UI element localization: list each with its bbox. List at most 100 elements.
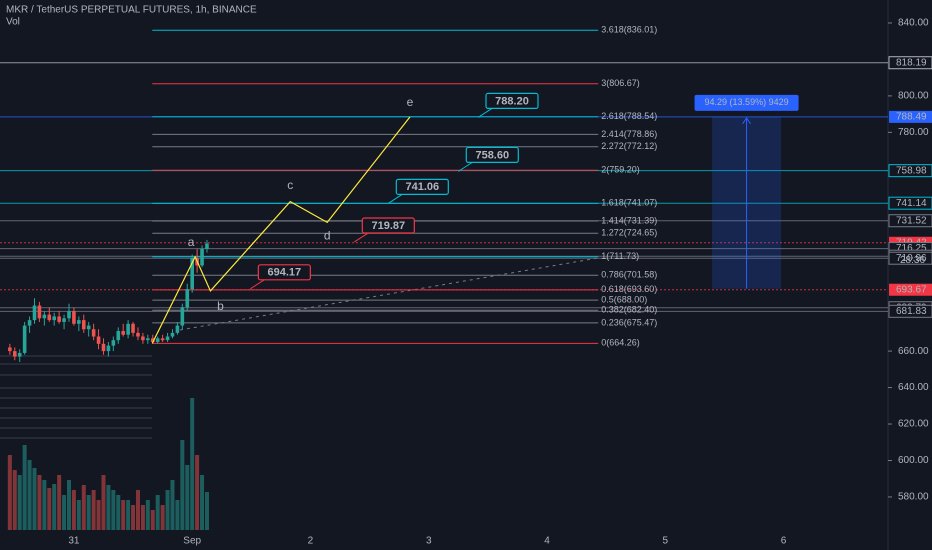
wave-label: d bbox=[324, 229, 331, 243]
y-tick-label: 660.00 bbox=[898, 346, 929, 357]
volume-bar bbox=[170, 480, 175, 530]
candle-body bbox=[47, 314, 52, 321]
chart-title: MKR / TetherUS PERPETUAL FUTURES, 1h, BI… bbox=[6, 5, 257, 16]
candle-body bbox=[106, 345, 111, 352]
candle-body bbox=[185, 289, 190, 308]
candle-body bbox=[42, 314, 47, 319]
x-tick-label: Sep bbox=[183, 536, 201, 547]
price-tag bbox=[889, 283, 932, 296]
x-tick-label: 4 bbox=[544, 536, 550, 547]
candle-body bbox=[81, 320, 86, 330]
candle-body bbox=[205, 243, 209, 250]
fib-label: 2.272(772.12) bbox=[601, 141, 657, 151]
y-tick-label: 780.00 bbox=[898, 127, 929, 138]
measure-label-box bbox=[694, 94, 799, 111]
candle-body bbox=[170, 332, 175, 337]
volume-bar bbox=[42, 480, 47, 530]
candle-body bbox=[101, 343, 106, 352]
price-tag bbox=[888, 251, 932, 265]
countdown: 28:36 bbox=[900, 255, 925, 266]
volume-bar bbox=[180, 440, 185, 530]
candle-body bbox=[32, 305, 37, 321]
volume-bar bbox=[86, 495, 91, 530]
price-tag-label: 716.25 bbox=[896, 243, 927, 254]
volume-bar bbox=[37, 475, 42, 530]
volume-bar bbox=[52, 484, 57, 530]
volume-bar bbox=[12, 470, 17, 530]
candle-body bbox=[175, 325, 180, 333]
price-tag bbox=[888, 304, 932, 318]
left-profile-lines bbox=[0, 355, 152, 439]
callout-pointer bbox=[477, 107, 493, 118]
candle-body bbox=[116, 331, 121, 341]
candle-body bbox=[52, 316, 57, 321]
candle-body bbox=[27, 320, 32, 326]
volume-bar bbox=[185, 465, 190, 530]
fib-label: 2.618(788.54) bbox=[601, 111, 657, 121]
fib-label: 0.236(675.47) bbox=[601, 317, 657, 327]
price-tag-label: 758.98 bbox=[896, 165, 927, 176]
price-tag bbox=[888, 164, 932, 178]
candle-body bbox=[8, 347, 12, 352]
candle-body bbox=[136, 332, 140, 337]
volume-bar bbox=[140, 505, 145, 530]
volume-bar bbox=[111, 490, 116, 530]
candle-body bbox=[67, 311, 71, 319]
volume-bar bbox=[22, 445, 27, 530]
measure-arrowhead bbox=[742, 116, 751, 125]
trend-line bbox=[179, 257, 599, 331]
y-tick-label: 840.00 bbox=[898, 18, 929, 29]
volume-bar bbox=[121, 500, 126, 530]
price-tag-label: 788.49 bbox=[896, 112, 927, 123]
volume-bar bbox=[190, 398, 195, 530]
wave-label: c bbox=[287, 178, 293, 192]
callout-box bbox=[257, 264, 311, 281]
subtitle: Vol bbox=[6, 17, 20, 28]
volume-bar bbox=[96, 500, 101, 530]
y-tick-label: 600.00 bbox=[898, 455, 929, 466]
price-tag bbox=[888, 56, 932, 70]
volume-bar bbox=[150, 510, 155, 530]
price-tag bbox=[888, 214, 932, 228]
candle-body bbox=[126, 323, 130, 335]
candle-body bbox=[37, 305, 42, 319]
fib-label: 0.382(682.40) bbox=[601, 305, 657, 315]
candle-body bbox=[77, 320, 81, 324]
price-tag-label: 818.19 bbox=[896, 57, 927, 68]
candle-body bbox=[91, 329, 96, 337]
candle-body bbox=[190, 258, 194, 290]
candle-body bbox=[160, 338, 165, 341]
price-tag-label: 741.14 bbox=[896, 198, 927, 209]
candle-body bbox=[141, 336, 145, 341]
callout-label: 694.17 bbox=[268, 267, 302, 279]
fib-label: 3(806.67) bbox=[601, 78, 640, 88]
candle-body bbox=[96, 336, 101, 344]
volume-bar bbox=[76, 500, 81, 530]
y-tick-label: 620.00 bbox=[898, 419, 929, 430]
volume-bar bbox=[27, 460, 32, 530]
price-tag bbox=[889, 110, 932, 123]
callout-label: 788.20 bbox=[495, 95, 529, 107]
volume-bar bbox=[7, 455, 12, 530]
fib-label: 0.618(693.60) bbox=[601, 284, 657, 294]
y-tick-label: 800.00 bbox=[898, 91, 929, 102]
x-tick-label: 3 bbox=[426, 536, 432, 547]
fib-label: 0.786(701.58) bbox=[601, 270, 657, 280]
volume-bar bbox=[91, 490, 96, 530]
candle-body bbox=[62, 318, 66, 322]
volume-bar bbox=[155, 495, 160, 530]
volume-bar bbox=[145, 500, 150, 530]
price-tag bbox=[888, 196, 932, 210]
x-tick-label: 2 bbox=[308, 536, 314, 547]
candle-body bbox=[72, 311, 76, 324]
candle-body bbox=[180, 307, 185, 326]
callout-pointer bbox=[354, 232, 369, 243]
volume-bar bbox=[66, 480, 71, 530]
volume-bar bbox=[175, 500, 180, 530]
wave-label: b bbox=[217, 299, 224, 313]
x-tick-label: 31 bbox=[68, 536, 80, 547]
volume-bar bbox=[81, 485, 86, 530]
callout-pointer bbox=[250, 279, 265, 290]
candle-body bbox=[155, 338, 160, 342]
